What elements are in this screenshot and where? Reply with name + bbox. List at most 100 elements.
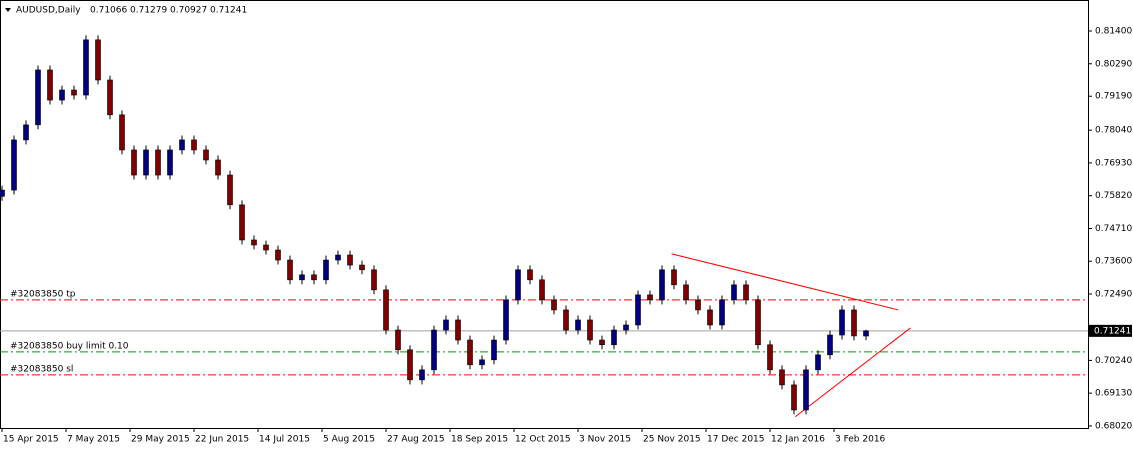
candle-body bbox=[35, 69, 41, 126]
order-label: #32083850 sl bbox=[10, 364, 73, 374]
x-tick-label: 7 May 2015 bbox=[67, 435, 120, 445]
y-tick-label: 0.70240 bbox=[1095, 356, 1132, 366]
quote-low: 0.70927 bbox=[170, 6, 207, 16]
candle-body bbox=[743, 284, 749, 301]
candle-body bbox=[527, 269, 533, 281]
candle-body bbox=[683, 284, 689, 301]
menu-triangle bbox=[5, 8, 11, 12]
y-tick-label: 0.68020 bbox=[1095, 421, 1132, 431]
candle-body bbox=[539, 279, 545, 301]
x-tick-label: 14 Jul 2015 bbox=[259, 435, 310, 445]
candle-body bbox=[95, 39, 101, 81]
candle-body bbox=[227, 174, 233, 206]
candle-body bbox=[71, 89, 77, 96]
y-tick-label: 0.80290 bbox=[1095, 59, 1132, 69]
candle-body bbox=[503, 299, 509, 341]
candle-body bbox=[623, 324, 629, 331]
candle-body bbox=[635, 294, 641, 326]
candle-body bbox=[59, 89, 65, 101]
quote-high: 0.71279 bbox=[130, 6, 167, 16]
candle-body bbox=[383, 289, 389, 331]
candle-body bbox=[239, 204, 245, 241]
candle-body bbox=[11, 139, 17, 191]
order-label: #32083850 buy limit 0.10 bbox=[10, 341, 129, 351]
x-tick-label: 22 Jun 2015 bbox=[195, 435, 249, 445]
quote-close: 0.71241 bbox=[210, 6, 247, 16]
x-tick-label: 12 Oct 2015 bbox=[515, 435, 571, 445]
candle-body bbox=[779, 369, 785, 386]
candle-body bbox=[203, 149, 209, 161]
x-tick-label: 12 Jan 2016 bbox=[771, 435, 825, 445]
candle-body bbox=[395, 329, 401, 351]
y-tick-label: 0.69130 bbox=[1095, 389, 1132, 399]
candle-body bbox=[263, 244, 269, 251]
x-tick-label: 18 Sep 2015 bbox=[451, 435, 508, 445]
order-label: #32083850 tp bbox=[10, 289, 76, 299]
candle-body bbox=[215, 159, 221, 176]
y-tick-label: 0.76930 bbox=[1095, 158, 1132, 168]
candle-body bbox=[143, 149, 149, 176]
candle-body bbox=[155, 149, 161, 176]
x-tick-label: 3 Nov 2015 bbox=[579, 435, 631, 445]
candle-body bbox=[491, 339, 497, 361]
y-tick-label: 0.74710 bbox=[1095, 224, 1132, 234]
candle-body bbox=[851, 309, 857, 337]
candle-body bbox=[515, 269, 521, 301]
candle-body bbox=[611, 329, 617, 346]
candle-body bbox=[647, 294, 653, 301]
candle-body bbox=[191, 139, 197, 151]
candle-body bbox=[47, 69, 53, 101]
x-tick-label: 27 Aug 2015 bbox=[387, 435, 445, 445]
candle-body bbox=[671, 269, 677, 286]
candle-body bbox=[275, 249, 281, 261]
candle-body bbox=[767, 344, 773, 371]
candle-body bbox=[827, 334, 833, 356]
candle-body bbox=[443, 319, 449, 331]
candle-body bbox=[347, 254, 353, 266]
candle-body bbox=[251, 239, 257, 246]
candle-body bbox=[455, 319, 461, 341]
y-tick-label: 0.75820 bbox=[1095, 191, 1132, 201]
candle-body bbox=[0, 189, 5, 197]
candle-body bbox=[659, 269, 665, 301]
plot-frame bbox=[0, 0, 1089, 429]
candle-body bbox=[359, 264, 365, 271]
candle-body bbox=[707, 309, 713, 326]
x-tick-label: 29 May 2015 bbox=[131, 435, 190, 445]
current-price-box bbox=[1089, 324, 1132, 337]
candle-body bbox=[407, 349, 413, 381]
candle-body bbox=[323, 259, 329, 281]
candle-body bbox=[839, 309, 845, 336]
candle-body bbox=[419, 369, 425, 381]
candle-body bbox=[863, 330, 869, 337]
candle-body bbox=[299, 274, 305, 281]
candle-body bbox=[551, 299, 557, 311]
candle-body bbox=[119, 114, 125, 151]
candle-body bbox=[311, 274, 317, 281]
y-tick-label: 0.78040 bbox=[1095, 126, 1132, 136]
candle-body bbox=[287, 259, 293, 281]
candle-body bbox=[719, 299, 725, 326]
y-tick-label: 0.73600 bbox=[1095, 257, 1132, 267]
candle-body bbox=[431, 329, 437, 371]
y-tick-label: 0.79190 bbox=[1095, 92, 1132, 102]
candle-body bbox=[23, 124, 29, 141]
candle-body bbox=[335, 254, 341, 261]
candle-body bbox=[599, 339, 605, 346]
x-tick-label: 5 Aug 2015 bbox=[323, 435, 375, 445]
candle-body bbox=[179, 139, 185, 151]
candle-body bbox=[131, 149, 137, 176]
candle-body bbox=[467, 339, 473, 366]
trendline bbox=[671, 253, 899, 311]
candle-body bbox=[479, 359, 485, 366]
x-tick-label: 25 Nov 2015 bbox=[643, 435, 701, 445]
candle-body bbox=[575, 319, 581, 331]
trendline bbox=[794, 327, 911, 418]
candle-body bbox=[371, 269, 377, 291]
candle-body bbox=[167, 149, 173, 176]
candle-body bbox=[815, 354, 821, 371]
y-tick-label: 0.81400 bbox=[1095, 26, 1132, 36]
candle-body bbox=[803, 369, 809, 411]
candle-body bbox=[107, 79, 113, 116]
chart-title: AUDUSD,Daily bbox=[16, 6, 81, 16]
